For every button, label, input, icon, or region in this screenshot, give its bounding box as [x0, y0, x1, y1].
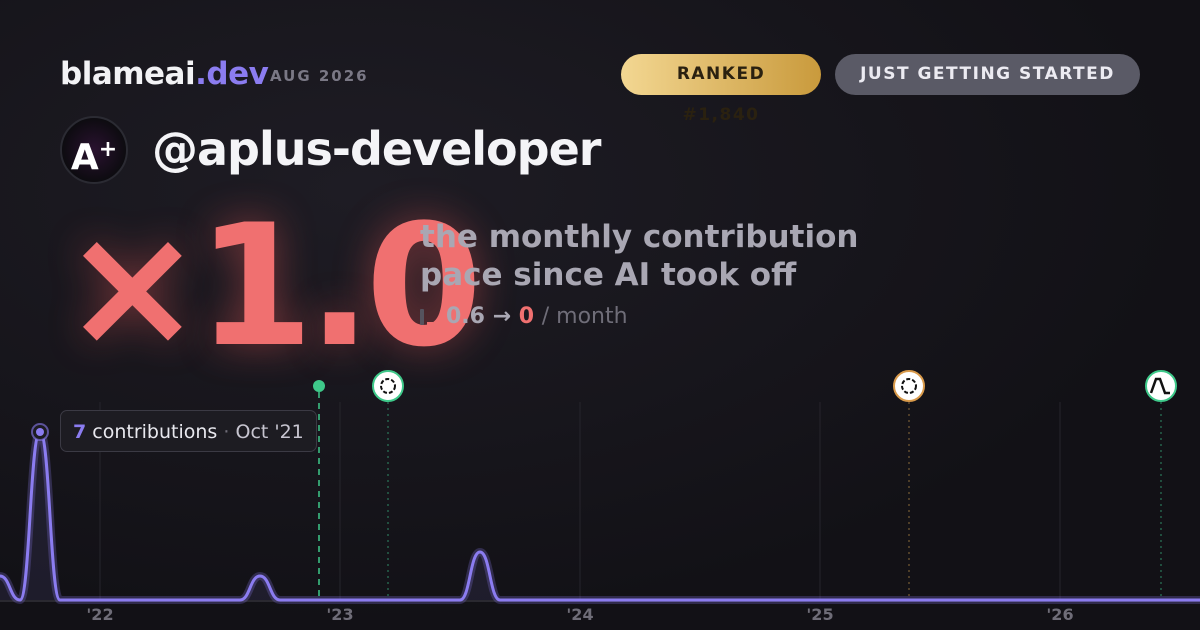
line	[0, 430, 1200, 602]
description-line: pace since AI took off	[420, 257, 797, 293]
tooltip-label: contributions	[92, 421, 218, 443]
pace-unit: / month	[541, 304, 628, 329]
highlight-point	[36, 428, 44, 436]
avatar: A+	[60, 116, 128, 184]
openai-glyph	[380, 378, 396, 394]
level-badge: JUST GETTING STARTED	[835, 54, 1140, 95]
pace: 0.6 → 0 / month	[420, 304, 628, 329]
pace-arrow: →	[492, 304, 512, 329]
openai-glyph	[901, 378, 917, 394]
event-markers	[313, 370, 1177, 600]
line-glow	[0, 427, 1200, 605]
rank-badge: RANKED #1,840	[621, 54, 821, 125]
avatar-letter: A	[70, 137, 99, 178]
username: @aplus-developer	[152, 122, 601, 176]
launch-dot	[313, 380, 325, 392]
x-tick-label: '23	[326, 605, 353, 624]
brand-tld: .dev	[195, 56, 269, 92]
tooltip-date: Oct '21	[235, 421, 304, 443]
pace-icon	[420, 307, 434, 325]
date: AUG 2026	[270, 67, 369, 85]
openai-icon	[893, 370, 925, 402]
tooltip-value: 7	[73, 421, 87, 443]
description: the monthly contribution pace since AI t…	[420, 218, 858, 294]
brand-name: blameai	[60, 56, 196, 92]
line-area	[0, 432, 1200, 600]
pace-from: 0.6	[446, 304, 485, 329]
anthropic-icon	[1145, 370, 1177, 402]
brand: blameai.dev	[60, 56, 269, 92]
x-tick-label: '25	[806, 605, 833, 624]
anthropic-glyph	[1149, 377, 1170, 395]
x-tick-label: '24	[566, 605, 593, 624]
openai-icon	[372, 370, 404, 402]
multiplier: ×1.0	[62, 188, 482, 384]
tooltip: 7 contributions · Oct '21	[60, 410, 317, 452]
x-tick-label: '26	[1046, 605, 1073, 624]
avatar-sup: +	[98, 137, 118, 162]
tooltip-separator: ·	[223, 421, 230, 443]
pace-to: 0	[518, 304, 535, 329]
x-tick-label: '22	[86, 605, 113, 624]
description-line: the monthly contribution	[420, 219, 859, 255]
